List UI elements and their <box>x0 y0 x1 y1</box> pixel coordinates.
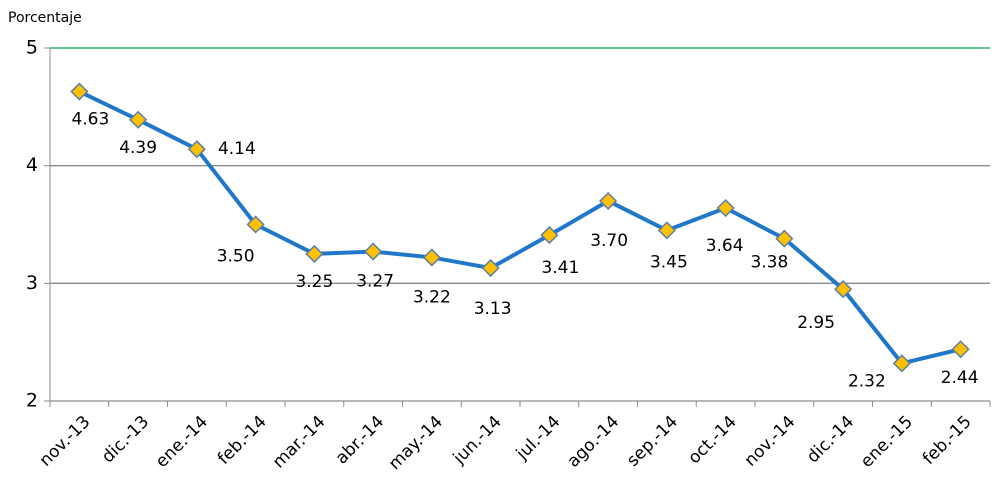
x-tick-label: ago.-14 <box>563 412 623 472</box>
x-tick-label: feb.-15 <box>919 412 976 469</box>
data-label: 3.13 <box>474 299 512 319</box>
x-tick-label: sep.-14 <box>623 412 682 471</box>
y-tick-label: 2 <box>26 390 38 412</box>
x-tick-label: may.-14 <box>385 412 447 474</box>
data-label: 4.63 <box>71 110 109 130</box>
marker <box>246 215 265 234</box>
marker <box>540 226 559 245</box>
marker <box>305 244 324 263</box>
data-label: 3.27 <box>356 272 394 292</box>
marker <box>892 354 911 373</box>
marker <box>657 221 676 240</box>
marker <box>481 258 500 278</box>
x-tick-label: ene.-15 <box>857 412 917 472</box>
data-label: 3.22 <box>413 287 451 307</box>
x-tick-label: dic.-13 <box>98 412 153 467</box>
data-label: 2.95 <box>797 313 835 333</box>
data-line <box>78 89 962 366</box>
marker <box>716 198 735 218</box>
x-tick-label: jul.-14 <box>512 412 565 465</box>
x-tick-label: jun.-14 <box>449 412 506 469</box>
x-tick-label: mar.-14 <box>269 412 330 473</box>
x-tick-label: dic.-14 <box>803 412 858 467</box>
data-label: 3.50 <box>217 247 255 267</box>
marker <box>70 82 89 101</box>
x-tick-label: abr.-14 <box>332 412 388 468</box>
x-tick-label: oct.-14 <box>684 412 740 468</box>
y-tick-label: 4 <box>26 154 38 176</box>
data-label: 2.32 <box>848 371 886 391</box>
marker <box>422 248 441 267</box>
marker <box>775 229 794 248</box>
x-tick-label: ene.-14 <box>152 412 212 472</box>
marker <box>599 191 618 211</box>
y-tick-label: 5 <box>26 37 38 59</box>
marker <box>129 110 148 129</box>
data-label: 3.70 <box>590 231 628 251</box>
y-tick-label: 3 <box>26 272 38 294</box>
data-label: 3.38 <box>750 253 788 273</box>
x-tick-label: feb.-14 <box>214 412 271 469</box>
marker <box>834 280 853 299</box>
x-tick-label: nov.-13 <box>36 412 95 471</box>
marker <box>951 340 970 359</box>
data-label: 3.41 <box>541 258 579 278</box>
x-tick-label: nov.-14 <box>741 412 800 471</box>
data-label: 2.44 <box>941 368 979 388</box>
data-label: 3.25 <box>295 272 333 292</box>
y-axis-label: Porcentaje <box>8 10 82 26</box>
data-label: 4.14 <box>218 139 256 159</box>
data-label: 4.39 <box>119 138 157 158</box>
marker <box>187 140 206 159</box>
data-label: 3.45 <box>650 252 688 272</box>
data-label: 3.64 <box>706 236 744 256</box>
marker <box>364 242 383 261</box>
